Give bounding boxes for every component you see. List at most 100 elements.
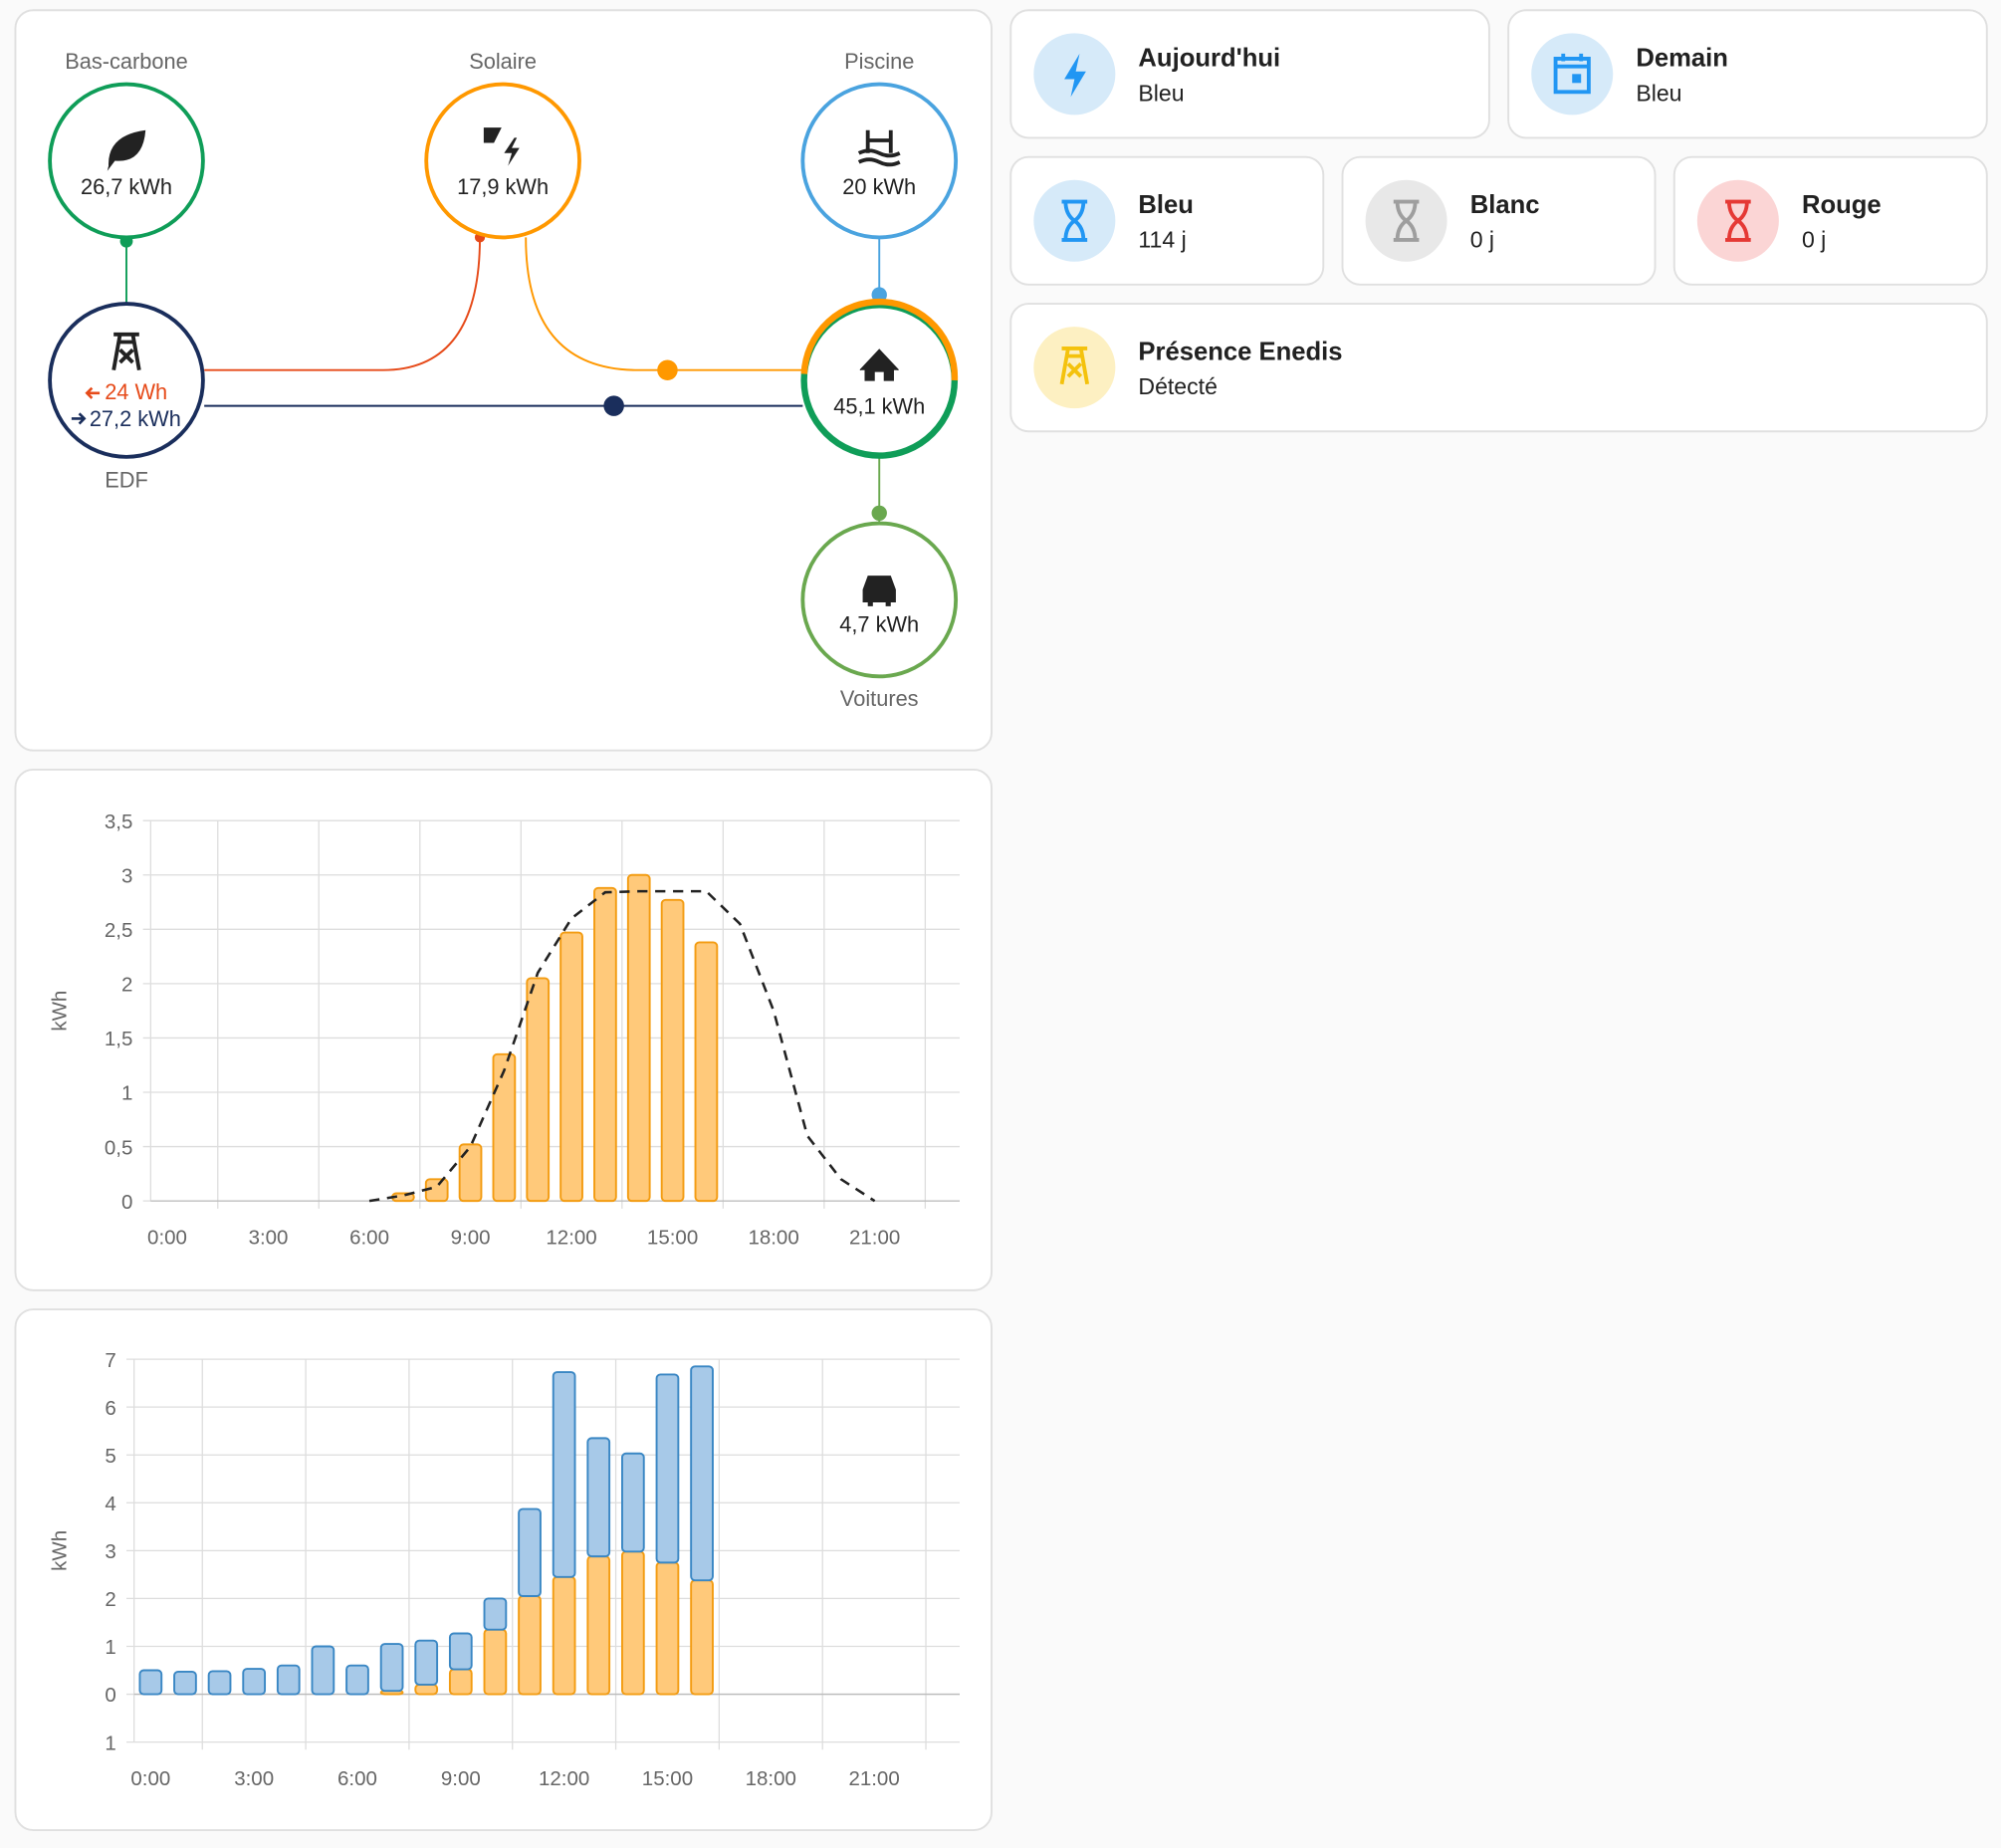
tile-bg: [1507, 9, 1988, 139]
y-tick-label: 1,5: [105, 1028, 133, 1050]
calendar-day: [1572, 74, 1582, 84]
flow-dot: [603, 395, 624, 416]
leaf-icon: [107, 129, 146, 171]
bar-segment: [173, 1670, 197, 1696]
y-axis-label: kWh: [49, 1530, 72, 1571]
node-label: Voitures: [840, 686, 919, 711]
bar: [626, 873, 651, 1203]
bar-segment: [483, 1597, 508, 1631]
bar-segment: [655, 1373, 680, 1564]
node-value: 24 Wh: [105, 379, 167, 404]
bar-segment: [207, 1670, 232, 1696]
x-tick-label: 6:00: [337, 1767, 377, 1790]
bar-segment: [620, 1452, 645, 1553]
flow-line: [204, 237, 481, 371]
pylon-icon: [1059, 346, 1090, 385]
tile[interactable]: Présence Enedis Détecté: [1009, 303, 1988, 433]
tile-title: Bleu: [1138, 191, 1194, 219]
tile-state: 0 j: [1802, 227, 1826, 253]
forecast-line: [368, 889, 876, 1203]
node-circle: [48, 82, 205, 240]
x-tick-label: 21:00: [849, 1227, 900, 1250]
y-tick-label: 7: [105, 1349, 115, 1372]
calendar-icon: [1553, 53, 1591, 95]
y-tick-label: 1: [105, 1636, 115, 1659]
tile-state: 114 j: [1138, 227, 1186, 253]
tile-title: Demain: [1636, 45, 1728, 73]
flow-dot: [871, 505, 887, 521]
x-tick-label: 0:00: [130, 1767, 170, 1790]
tile[interactable]: Rouge 0 j: [1672, 155, 1988, 286]
y-tick-label: 3: [121, 864, 132, 887]
bar-segment: [552, 1575, 576, 1696]
arrow-icon: [85, 386, 101, 399]
hourglass-icon: [1393, 199, 1420, 242]
hourglass-icon: [1725, 199, 1751, 242]
node-ring: [800, 298, 959, 381]
tile-state: 0 j: [1470, 227, 1494, 253]
chart-card: [14, 1308, 993, 1832]
node-label: EDF: [105, 468, 148, 493]
bar-segment: [586, 1437, 611, 1558]
x-tick-label: 6:00: [349, 1227, 389, 1250]
bar-segment: [448, 1668, 473, 1696]
x-tick-label: 21:00: [848, 1767, 899, 1790]
bar-segment: [483, 1628, 508, 1696]
bar: [559, 931, 583, 1203]
tile[interactable]: Demain Bleu: [1507, 9, 1988, 139]
y-tick-label: 3,5: [105, 810, 133, 833]
x-tick-label: 18:00: [746, 1767, 796, 1790]
pool-icon: [857, 129, 901, 167]
y-tick-label: 4: [105, 1493, 115, 1515]
node-value: 45,1 kWh: [833, 393, 925, 418]
x-tick-label: 12:00: [546, 1227, 596, 1250]
x-tick-label: 12:00: [539, 1767, 589, 1790]
node-value: 26,7 kWh: [81, 174, 172, 199]
node-label: Solaire: [469, 49, 537, 74]
flow-dot: [657, 359, 678, 380]
bar-segment: [276, 1664, 301, 1696]
tile-state: Bleu: [1138, 80, 1184, 106]
bar-segment: [345, 1664, 369, 1696]
y-tick-label: 2: [121, 974, 132, 997]
y-tick-label: 3: [105, 1540, 115, 1563]
flow-line: [525, 237, 803, 371]
tile-state: Bleu: [1636, 80, 1681, 106]
bar-segment: [586, 1555, 611, 1696]
y-tick-label: 6: [105, 1397, 115, 1420]
solar-icon: [483, 127, 520, 166]
node-value: 17,9 kWh: [457, 174, 549, 199]
bar-segment: [379, 1643, 404, 1693]
y-axis-label: kWh: [49, 991, 72, 1032]
bar-segment: [552, 1371, 576, 1578]
bar: [458, 1143, 483, 1203]
home-icon: [859, 348, 899, 381]
bar-segment: [138, 1669, 163, 1696]
node-value: 27,2 kWh: [90, 406, 181, 431]
bar: [492, 1052, 517, 1203]
bolt-icon: [1064, 53, 1086, 98]
arrow-icon: [71, 412, 87, 425]
bar-segment: [414, 1683, 439, 1696]
tile[interactable]: Bleu 114 j: [1009, 155, 1325, 286]
bar: [660, 898, 685, 1203]
tile[interactable]: Aujourd'hui Bleu: [1009, 9, 1490, 139]
bar-segment: [518, 1595, 542, 1696]
bar-segment: [414, 1639, 439, 1686]
bar-segment: [311, 1645, 335, 1696]
tile[interactable]: Blanc 0 j: [1341, 155, 1657, 286]
x-tick-label: 9:00: [451, 1227, 491, 1250]
bar-segment: [518, 1507, 542, 1597]
tile-state: Détecté: [1138, 373, 1217, 399]
node-value: 4,7 kWh: [839, 611, 919, 636]
y-tick-label: 1: [121, 1082, 132, 1105]
pylon-icon: [111, 332, 141, 371]
node-value: 20 kWh: [842, 174, 916, 199]
x-tick-label: 3:00: [249, 1227, 289, 1250]
bar: [694, 941, 719, 1203]
bar-segment: [690, 1365, 714, 1582]
x-tick-label: 18:00: [748, 1227, 798, 1250]
bar-segment: [242, 1668, 267, 1696]
